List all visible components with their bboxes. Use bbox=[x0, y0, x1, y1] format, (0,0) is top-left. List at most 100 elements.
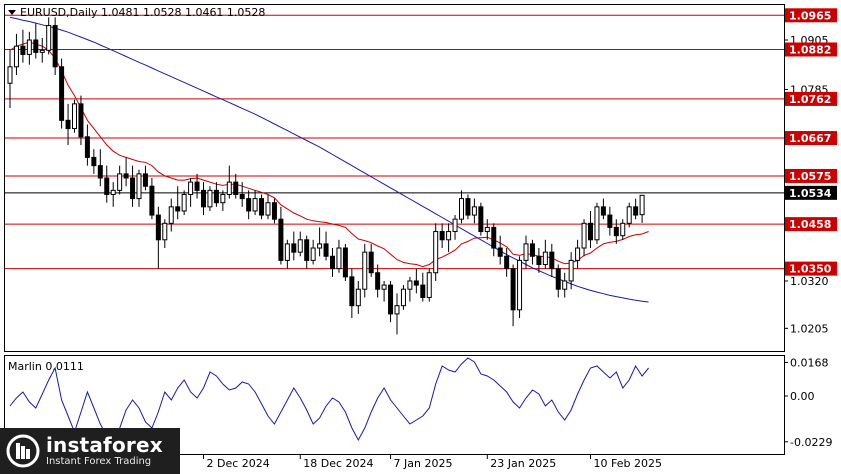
collapse-arrow-icon[interactable] bbox=[8, 10, 16, 15]
candle bbox=[142, 165, 148, 191]
candle bbox=[626, 202, 632, 228]
candle bbox=[549, 243, 555, 277]
candle bbox=[471, 198, 477, 224]
candle bbox=[213, 182, 219, 207]
indicator-tick-label: -0.0229 bbox=[790, 436, 832, 449]
indicator-tick-label: 0.00 bbox=[790, 390, 815, 403]
candle bbox=[26, 31, 32, 65]
candle-body bbox=[162, 222, 168, 241]
candle-body bbox=[201, 189, 206, 208]
candle bbox=[226, 165, 232, 199]
candle bbox=[562, 272, 568, 298]
candles bbox=[7, 17, 645, 335]
level-label: 1.0762 bbox=[789, 93, 831, 106]
candle-body bbox=[394, 305, 400, 315]
candle bbox=[613, 219, 619, 244]
candle-body bbox=[620, 222, 626, 237]
candle bbox=[420, 272, 426, 302]
candle bbox=[155, 206, 161, 269]
level-label-box bbox=[785, 42, 837, 57]
time-axis: 2 Dec 2024 18 Dec 2024 7 Jan 2025 23 Jan 20… bbox=[203, 455, 662, 470]
candle-body bbox=[175, 206, 181, 212]
candle-body bbox=[259, 198, 265, 216]
candle-body bbox=[226, 181, 232, 195]
candle bbox=[246, 190, 252, 220]
candle bbox=[323, 231, 329, 261]
candle bbox=[20, 29, 26, 63]
candle-body bbox=[381, 284, 387, 290]
level-label: 1.0458 bbox=[789, 218, 831, 231]
candle bbox=[588, 210, 593, 249]
time-tick-label: 7 Jan 2025 bbox=[394, 457, 453, 470]
level-label: 1.0965 bbox=[789, 9, 831, 22]
candle-body bbox=[233, 181, 239, 195]
candle-body bbox=[84, 136, 90, 158]
candle-body bbox=[142, 173, 148, 187]
candle bbox=[491, 223, 497, 257]
candle bbox=[65, 103, 71, 146]
candle-body bbox=[317, 243, 323, 249]
candle bbox=[110, 182, 116, 207]
candle-body bbox=[555, 268, 561, 290]
candle-body bbox=[130, 177, 136, 200]
candle-body bbox=[497, 247, 503, 257]
candle bbox=[175, 186, 181, 220]
symbol-header: EURUSD,Daily 1.0481 1.0528 1.0461 1.0528 bbox=[20, 6, 265, 19]
candle-body bbox=[330, 255, 335, 270]
candle bbox=[284, 239, 290, 269]
candle-body bbox=[549, 251, 555, 270]
candle bbox=[136, 169, 142, 207]
candle bbox=[394, 293, 400, 335]
candle-body bbox=[400, 288, 406, 307]
candle bbox=[439, 223, 445, 249]
candle bbox=[7, 50, 13, 108]
candle-body bbox=[39, 49, 45, 53]
candle-body bbox=[7, 66, 13, 84]
candle-body bbox=[491, 226, 497, 249]
candle bbox=[368, 243, 374, 277]
candle bbox=[130, 165, 136, 207]
candle-body bbox=[207, 189, 213, 208]
candle bbox=[594, 202, 600, 244]
candle bbox=[59, 58, 65, 129]
candle bbox=[497, 235, 503, 265]
candle-body bbox=[149, 185, 155, 216]
candle-body bbox=[336, 247, 342, 270]
candle bbox=[620, 219, 626, 240]
candle-body bbox=[517, 259, 523, 311]
candle bbox=[46, 17, 52, 55]
candle bbox=[355, 280, 361, 314]
candle-body bbox=[413, 280, 419, 286]
candle-body bbox=[465, 198, 471, 216]
candle bbox=[278, 206, 284, 265]
candle bbox=[375, 264, 381, 298]
candle-body bbox=[33, 39, 39, 53]
time-tick-label: 2 Dec 2024 bbox=[207, 457, 270, 470]
candle-body bbox=[542, 251, 548, 265]
candle-body bbox=[568, 259, 574, 282]
candle-body bbox=[536, 255, 542, 265]
candle-body bbox=[484, 226, 490, 233]
instaforex-logo: instaforex Instant Forex Trading bbox=[0, 428, 180, 474]
candle bbox=[465, 194, 471, 220]
candle-body bbox=[626, 206, 632, 224]
red-ma-line bbox=[9, 41, 649, 268]
candle bbox=[633, 198, 639, 220]
candle-body bbox=[342, 247, 348, 278]
level-label: 1.0350 bbox=[789, 263, 832, 276]
logo-tagline: Instant Forex Trading bbox=[46, 456, 152, 467]
candle-body bbox=[271, 202, 277, 220]
candle bbox=[336, 239, 342, 273]
blue-moving-average bbox=[9, 16, 649, 303]
candle-body bbox=[633, 206, 639, 216]
candle bbox=[239, 182, 245, 207]
candle-body bbox=[407, 280, 413, 290]
candle-body bbox=[459, 198, 464, 220]
candle-body bbox=[439, 231, 445, 241]
candle-body bbox=[213, 189, 219, 204]
candle bbox=[400, 285, 406, 310]
level-label-box bbox=[785, 91, 837, 106]
candle-body bbox=[110, 189, 116, 195]
candle-body bbox=[562, 280, 568, 290]
candle-body bbox=[117, 173, 123, 191]
